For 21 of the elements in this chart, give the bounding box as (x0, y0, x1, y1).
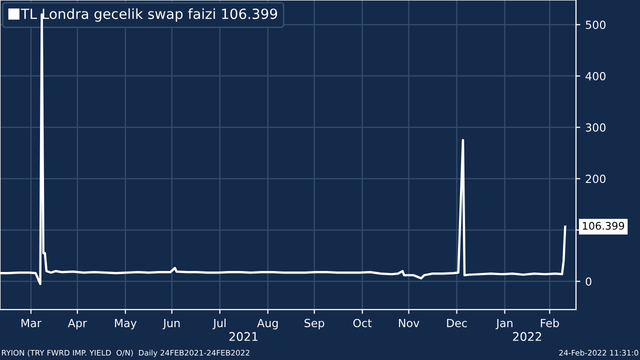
legend-label: TL Londra gecelik swap faizi 106.399 (20, 8, 278, 22)
x-tick-label: Feb (540, 318, 559, 328)
x-tick-label: Aug (257, 318, 278, 330)
x-tick-label: May (115, 318, 137, 330)
y-tick-label: 500 (586, 20, 606, 30)
x-tick-label: Jan (496, 318, 512, 330)
annotation: 106.399 (582, 222, 624, 230)
x-tick-label: Jul (212, 318, 226, 330)
x-tick-label: Jun (162, 318, 180, 330)
x-tick-label: Mar (22, 318, 42, 328)
text: 2022 (513, 332, 542, 341)
x-tick-label: Apr (68, 318, 88, 330)
x-tick-label: Sep (304, 318, 324, 330)
x-tick-label: Oct (353, 318, 372, 328)
y-tick-label: 300 (586, 123, 606, 132)
y-tick-label: 200 (586, 174, 606, 184)
y-tick-label: 400 (586, 72, 606, 80)
x-tick-label: Nov (399, 318, 420, 328)
y-tick-label: 0 (586, 277, 592, 286)
text: 2021 (229, 332, 258, 341)
x-tick-label: Dec (447, 318, 467, 328)
